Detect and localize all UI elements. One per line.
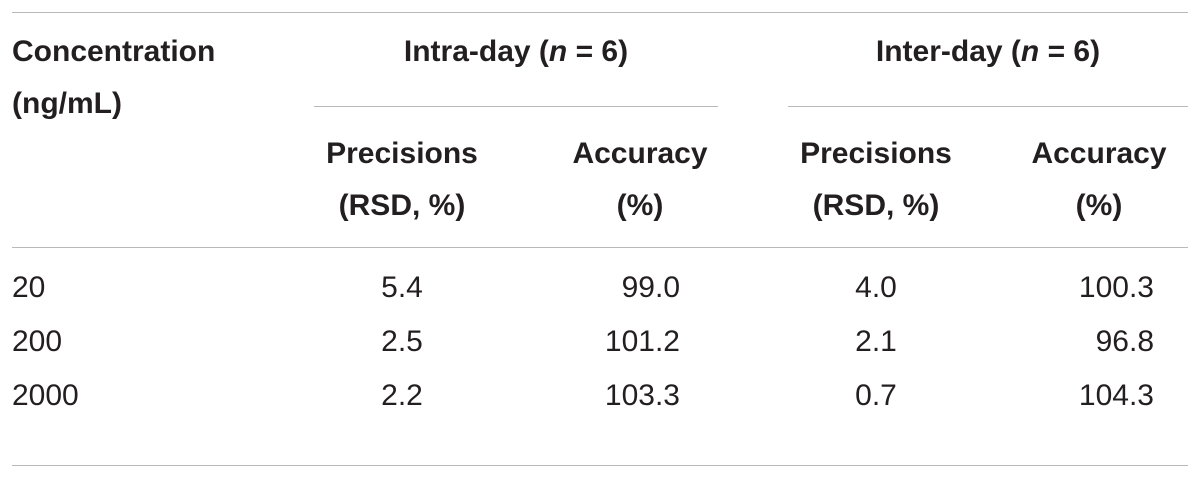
header-inter-day-count: = 6) <box>1039 35 1101 68</box>
cell-intra-accuracy: 101.2 <box>604 325 680 358</box>
header-inter-precisions-line1: Precisions <box>800 137 952 170</box>
header-concentration-line1: Concentration <box>12 35 216 68</box>
header-intra-precisions-line1: Precisions <box>326 137 478 170</box>
header-intra-precisions: Precisions (RSD, %) <box>290 128 514 232</box>
inter-day-span-rule <box>788 106 1188 107</box>
cell-concentration: 200 <box>12 325 63 358</box>
header-concentration-line2: (ng/mL) <box>12 87 122 120</box>
cell-intra-precision: 2.2 <box>381 379 423 412</box>
cell-inter-accuracy: 100.3 <box>1078 271 1154 304</box>
cell-intra-accuracy: 103.3 <box>604 379 680 412</box>
header-inter-day-label: Inter-day ( <box>875 35 1021 68</box>
header-intra-accuracy-line2: (%) <box>616 189 664 222</box>
header-inter-accuracy: Accuracy (%) <box>1010 128 1188 232</box>
intra-day-span-rule <box>314 106 718 107</box>
header-intra-day-n: n <box>548 35 568 68</box>
header-concentration: Concentration (ng/mL) <box>12 26 292 130</box>
cell-inter-accuracy: 96.8 <box>1095 325 1154 358</box>
header-intra-precisions-line2: (RSD, %) <box>338 189 466 222</box>
cell-intra-accuracy: 99.0 <box>621 271 680 304</box>
table-row: 200 2.5 101.2 2.1 96.8 <box>0 316 1200 372</box>
header-inter-accuracy-line2: (%) <box>1075 189 1123 222</box>
header-inter-precisions-line2: (RSD, %) <box>812 189 940 222</box>
header-inter-day-n: n <box>1020 35 1040 68</box>
table-bottom-rule <box>12 465 1188 466</box>
header-intra-day-label: Intra-day ( <box>403 35 549 68</box>
cell-inter-precision: 0.7 <box>855 379 897 412</box>
header-inter-accuracy-line1: Accuracy <box>1031 137 1167 170</box>
cell-inter-precision: 2.1 <box>855 325 897 358</box>
table-top-rule <box>12 12 1188 13</box>
header-intra-accuracy: Accuracy (%) <box>540 128 740 232</box>
cell-concentration: 20 <box>12 271 46 304</box>
header-intra-day-count: = 6) <box>567 35 629 68</box>
table-row: 2000 2.2 103.3 0.7 104.3 <box>0 370 1200 426</box>
header-inter-day: Inter-day (n = 6) <box>788 26 1188 78</box>
header-intra-day: Intra-day (n = 6) <box>314 26 718 78</box>
header-intra-accuracy-line1: Accuracy <box>572 137 708 170</box>
cell-inter-precision: 4.0 <box>855 271 897 304</box>
cell-inter-accuracy: 104.3 <box>1078 379 1154 412</box>
header-inter-precisions: Precisions (RSD, %) <box>764 128 988 232</box>
cell-concentration: 2000 <box>12 379 79 412</box>
cell-intra-precision: 2.5 <box>381 325 423 358</box>
header-bottom-rule <box>12 247 1188 248</box>
table-row: 20 5.4 99.0 4.0 100.3 <box>0 262 1200 318</box>
cell-intra-precision: 5.4 <box>381 271 423 304</box>
